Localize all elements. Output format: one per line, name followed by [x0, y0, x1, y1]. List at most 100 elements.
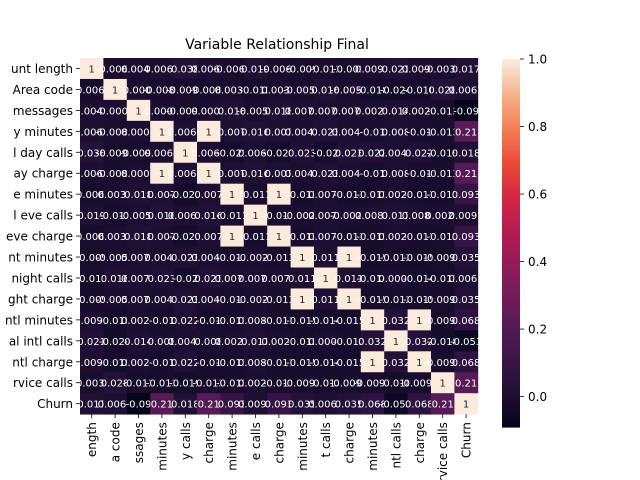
heatmap-cell-r16-c2: [126, 393, 151, 415]
cell-annotation-r3-c10: 0.023: [311, 127, 340, 138]
colorbar-segment-42: [502, 187, 520, 192]
cell-annotation-r4-c2: -0.0095: [119, 148, 158, 159]
cell-annotation-r12-c4: 0.022: [171, 316, 200, 327]
heatmap-cell-r1-c13: [384, 78, 408, 101]
heatmap-cell-r4-c8: [267, 141, 291, 164]
row-label-1: Area code: [13, 83, 73, 97]
heatmap-cell-r13-c13: [384, 330, 408, 352]
heatmap-cell-r11-c12: [360, 288, 385, 310]
cell-annotation-r6-c10: 0.0076: [308, 190, 343, 201]
colorbar-segment-52: [502, 218, 520, 223]
cell-annotation-r15-c5: -0.013: [193, 379, 225, 390]
heatmap-cell-r15-c7: [243, 372, 268, 394]
heatmap-cell-r9-c7: [243, 246, 268, 268]
cell-annotation-r15-c9: -0.0093: [283, 379, 322, 390]
cell-annotation-r16-c11: 0.035: [335, 400, 364, 411]
cell-annotation-r11-c12: -0.015: [356, 295, 388, 306]
heatmap-cell-r0-c2: [126, 58, 151, 80]
heatmap-cell-r15-c3: [150, 372, 174, 394]
cell-annotation-r0-c12: 0.0095: [355, 64, 390, 75]
heatmap-cell-r11-c7: [243, 288, 268, 310]
cell-annotation-r11-c0: -0.009: [76, 295, 108, 306]
cell-annotation-r8-c10: 0.0076: [308, 232, 343, 243]
heatmap-cell-r1-c0: [80, 78, 104, 101]
colorbar-segment-0: [502, 59, 520, 63]
cell-annotation-r5-c13: 0.008: [382, 169, 411, 180]
heatmap-cell-r1-c7: [243, 78, 268, 101]
heatmap-cell-r14-c8: [267, 351, 291, 373]
cell-annotation-r6-c3: 0.007: [148, 190, 177, 201]
heatmap-cell-r1-c2: [126, 78, 151, 101]
cell-annotation-r9-c9: 1: [299, 253, 305, 264]
heatmap-cell-r9-c16: [454, 246, 479, 268]
heatmap-cell-r13-c6: [220, 330, 245, 352]
heatmap-cell-r15-c14: [407, 372, 432, 394]
row-label-7: l eve calls: [13, 209, 73, 223]
heatmap-cell-r9-c9: [290, 246, 315, 268]
cell-annotation-r12-c8: -0.011: [263, 316, 295, 327]
heatmap-cell-r2-c10: [314, 99, 338, 122]
colorbar-segment-72: [502, 279, 520, 284]
heatmap-cell-r16-c9: [290, 393, 315, 415]
heatmap-cell-r4-c5: [197, 141, 221, 164]
cell-annotation-r15-c2: -0.013: [122, 379, 154, 390]
cell-annotation-r1-c5: -0.0083: [189, 85, 228, 96]
colorbar-tick-label-2: 0.4: [528, 255, 547, 269]
colorbar-segment-96: [502, 353, 520, 358]
heatmap-cell-r14-c6: [220, 351, 245, 373]
heatmap-cell-r11-c1: [103, 288, 128, 310]
heatmap-cell-r15-c16: [454, 372, 479, 394]
row-label-14: ntl charge: [12, 355, 73, 369]
heatmap-cell-r10-c13: [384, 267, 408, 289]
heatmap-cell-r1-c6: [220, 78, 245, 101]
heatmap-cell-r3-c11: [337, 120, 362, 143]
cell-annotation-r10-c12: -0.014: [356, 274, 388, 285]
heatmap-cell-r12-c11: [337, 309, 362, 331]
colorbar-segment-118: [502, 420, 520, 425]
cell-annotation-r0-c3: 0.0062: [144, 64, 179, 75]
colorbar-segment-49: [502, 209, 520, 213]
cell-annotation-r1-c10: 0.016: [311, 85, 340, 96]
cell-annotation-r1-c4: -0.0096: [166, 85, 205, 96]
heatmap-cell-r5-c10: [314, 162, 338, 185]
cell-annotation-r9-c5: 0.0043: [191, 253, 226, 264]
cell-annotation-r14-c0: 0.0095: [74, 358, 109, 369]
cell-annotation-r15-c1: 0.028: [101, 379, 130, 390]
cell-annotation-r5-c5: 1: [206, 169, 212, 180]
cell-annotation-r15-c14: -0.0097: [400, 379, 439, 390]
row-label-6: e minutes: [13, 188, 73, 202]
heatmap-cell-r9-c1: [103, 246, 128, 268]
cell-annotation-r14-c12: 1: [369, 358, 375, 369]
heatmap-cell-r8-c11: [337, 225, 362, 247]
heatmap-cell-r8-c7: [243, 225, 268, 247]
heatmap-cell-r2-c15: [431, 99, 455, 122]
heatmap-cell-r5-c0: [80, 162, 104, 185]
cell-annotation-r12-c13: 0.032: [382, 316, 411, 327]
cell-annotation-r7-c1: -0.012: [99, 211, 131, 222]
colorbar-segment-54: [502, 224, 520, 229]
heatmap-cell-r6-c12: [360, 183, 385, 206]
colorbar-tick-label-3: 0.6: [528, 188, 547, 202]
heatmap-cell-r0-c15: [431, 58, 455, 80]
cell-annotation-r9-c0: -0.009: [76, 253, 108, 264]
heatmap-cell-r2-c4: [173, 99, 198, 122]
cell-annotation-r16-c2: -0.09: [126, 400, 152, 411]
colorbar-segment-48: [502, 206, 520, 210]
cell-annotation-r0-c16: 0.017: [452, 64, 481, 75]
cell-annotation-r2-c11: 0.0077: [332, 106, 367, 117]
heatmap-cell-r16-c7: [243, 393, 268, 415]
heatmap-cell-r8-c15: [431, 225, 455, 247]
cell-annotation-r12-c15: -0.0096: [423, 316, 462, 327]
cell-annotation-r6-c6: 1: [229, 190, 235, 201]
heatmap-cell-r0-c9: [290, 58, 315, 80]
heatmap-cell-r8-c2: [126, 225, 151, 247]
cell-annotation-r4-c11: 0.023: [335, 148, 364, 159]
cell-annotation-r1-c9: -0.0058: [283, 85, 322, 96]
cell-annotation-r6-c11: -0.013: [333, 190, 365, 201]
heatmap-cell-r1-c4: [173, 78, 198, 101]
cell-annotation-r14-c4: 0.022: [171, 358, 200, 369]
colorbar-segment-90: [502, 335, 520, 339]
cell-annotation-r0-c4: 0.038: [171, 64, 200, 75]
cell-annotation-r12-c7: 0.0087: [238, 316, 273, 327]
heatmap-cell-r0-c11: [337, 58, 362, 80]
